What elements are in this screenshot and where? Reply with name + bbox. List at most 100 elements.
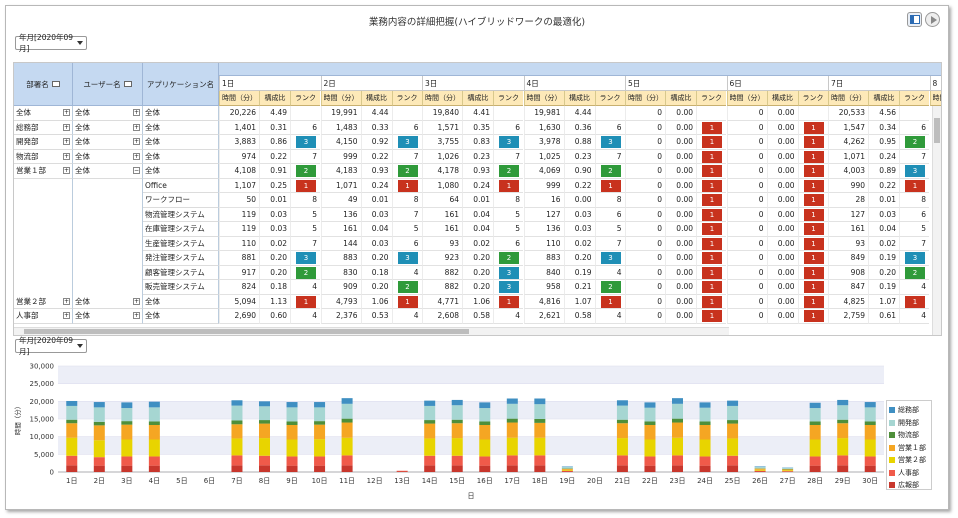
rank-badge: 1 [804, 252, 824, 264]
rank-cell: 1 [290, 179, 320, 194]
sub-header: 時間（分） [828, 91, 868, 106]
ratio-cell: 0.19 [564, 266, 595, 281]
legend-label: 総務部 [898, 405, 919, 415]
bar-segment [94, 402, 105, 407]
ratio-cell: 0.58 [564, 309, 595, 324]
bar-segment [149, 407, 160, 421]
date-header: 3日 [422, 76, 524, 91]
minutes-cell: 1,547 [828, 121, 868, 136]
bar-segment [94, 422, 105, 426]
bar-segment [287, 456, 298, 465]
rank-badge: 1 [804, 165, 824, 177]
ratio-cell: 0.20 [361, 251, 392, 266]
minutes-cell: 144 [321, 237, 361, 252]
expand-icon[interactable]: + [133, 312, 140, 319]
expand-icon[interactable]: + [133, 109, 140, 116]
bar-segment [231, 400, 242, 405]
rank-cell: 1 [696, 121, 726, 136]
ratio-cell: 0.00 [767, 309, 798, 324]
minutes-cell: 883 [321, 251, 361, 266]
row-app-cell: 全体 [143, 106, 219, 121]
vertical-scrollbar[interactable] [932, 106, 941, 336]
expand-icon[interactable]: + [133, 124, 140, 131]
expand-icon[interactable]: + [63, 109, 70, 116]
expand-icon[interactable]: + [63, 153, 70, 160]
ratio-cell: 0.24 [361, 179, 392, 194]
minutes-cell: 1,401 [219, 121, 259, 136]
rank-cell: 1 [493, 295, 523, 310]
bar-segment [782, 469, 793, 470]
minutes-cell: 0 [625, 251, 665, 266]
rank-cell: 1 [392, 179, 422, 194]
filter-icon[interactable] [124, 81, 132, 87]
minutes-cell: 161 [422, 208, 462, 223]
minutes-cell: 1,080 [422, 179, 462, 194]
bar-segment [672, 423, 683, 438]
bar-segment [149, 421, 160, 425]
ratio-cell: 0.00 [665, 164, 696, 179]
horizontal-scrollbar[interactable] [14, 327, 729, 335]
rank-badge: 1 [804, 281, 824, 293]
month-filter-bottom[interactable]: 年月[2020年09月] [15, 339, 87, 353]
bar-segment [149, 466, 160, 472]
ratio-cell: 4.56 [868, 106, 899, 121]
bar-segment [314, 402, 325, 407]
bar-segment [314, 421, 325, 425]
bar-segment [94, 407, 105, 421]
ratio-cell: 0.20 [259, 266, 290, 281]
legend-item: 人事部 [889, 467, 929, 480]
header-app[interactable]: アプリケーション名 [143, 63, 219, 106]
ratio-cell: 0.89 [868, 164, 899, 179]
expand-icon[interactable]: + [63, 312, 70, 319]
header-user[interactable]: ユーザー名 [73, 63, 143, 106]
expand-icon[interactable]: + [63, 138, 70, 145]
ratio-cell: 0.00 [665, 208, 696, 223]
ratio-cell: 0.02 [868, 237, 899, 252]
month-filter-top[interactable]: 年月[2020年09月] [15, 36, 87, 50]
bar-segment [727, 424, 738, 439]
collapse-icon[interactable]: − [133, 167, 140, 174]
ratio-cell: 0.24 [868, 150, 899, 165]
minutes-cell: 110 [219, 237, 259, 252]
legend-swatch [889, 482, 895, 488]
filter-icon[interactable] [52, 81, 60, 87]
row-user-cell [73, 251, 143, 266]
minutes-cell: 1,026 [422, 150, 462, 165]
ratio-cell: 0.20 [564, 251, 595, 266]
minutes-cell: 0 [625, 309, 665, 324]
play-icon[interactable] [925, 12, 940, 27]
rank-cell: 2 [899, 135, 929, 150]
legend-swatch [889, 445, 895, 451]
bar-segment [342, 398, 353, 404]
x-tick-label: 27日 [780, 477, 796, 485]
rank-cell: 4 [595, 266, 625, 281]
bar-segment [149, 456, 160, 465]
expand-icon[interactable]: + [133, 138, 140, 145]
rank-cell: 4 [899, 280, 929, 295]
sub-header: ランク [696, 91, 726, 106]
bar-segment [672, 419, 683, 423]
expand-icon[interactable]: + [63, 298, 70, 305]
rank-badge: 3 [398, 252, 418, 264]
header-dept[interactable]: 部署名 [14, 63, 73, 106]
date-header: 5日 [625, 76, 727, 91]
rank-cell: 3 [899, 164, 929, 179]
bar-segment [727, 465, 738, 472]
rank-cell: 6 [899, 208, 929, 223]
minutes-cell: 0 [727, 106, 767, 121]
bar-segment [452, 456, 463, 466]
bar-segment [424, 420, 435, 424]
rank-cell: 6 [290, 121, 320, 136]
rank-cell: 3 [290, 251, 320, 266]
collapse-icon[interactable]: + [63, 167, 70, 174]
x-tick-label: 10日 [312, 477, 328, 485]
expand-icon[interactable]: + [133, 298, 140, 305]
sub-header: 構成比 [564, 91, 595, 106]
layout-tile-icon[interactable] [907, 12, 922, 27]
ratio-cell: 0.00 [767, 121, 798, 136]
expand-icon[interactable]: + [133, 153, 140, 160]
bar-segment [342, 465, 353, 472]
expand-icon[interactable]: + [63, 124, 70, 131]
minutes-cell: 0 [625, 193, 665, 208]
